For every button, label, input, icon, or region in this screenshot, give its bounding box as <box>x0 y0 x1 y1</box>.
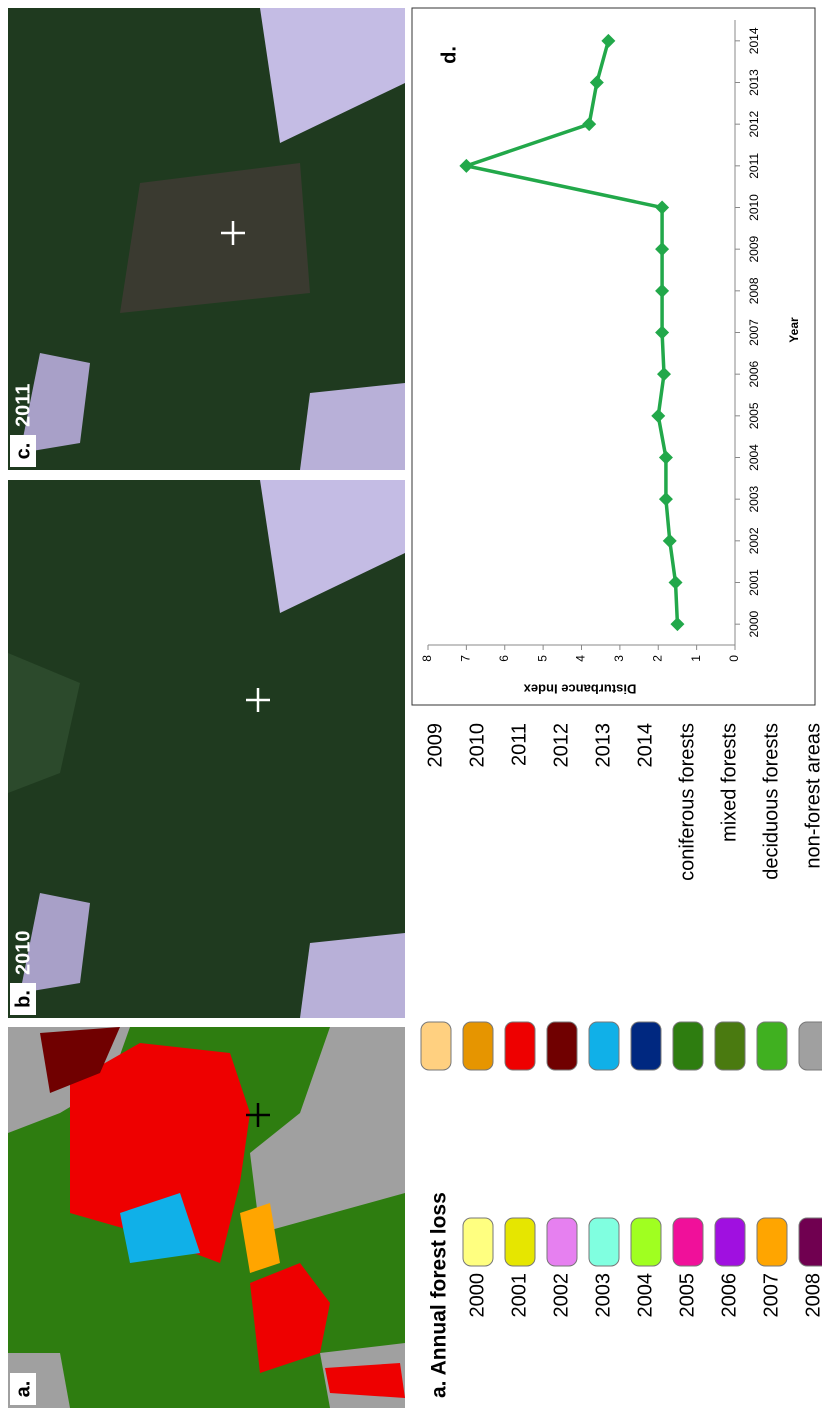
y-tick-label: 1 <box>689 655 703 662</box>
legend-label: 2011 <box>508 723 530 766</box>
x-tick-label: 2012 <box>747 110 761 137</box>
legend-swatch <box>631 1022 661 1070</box>
legend-swatch <box>505 1218 535 1266</box>
legend-swatch <box>799 1218 822 1266</box>
y-tick-label: 3 <box>612 655 626 662</box>
legend-swatch <box>757 1218 787 1266</box>
panel-label: b. <box>12 990 34 1008</box>
legend-swatch <box>463 1218 493 1266</box>
legend-swatch <box>673 1022 703 1070</box>
legend-swatch <box>757 1022 787 1070</box>
y-tick-label: 6 <box>497 655 511 662</box>
figure-body: a. b. 2010 c. 2011 a. Annual forest loss… <box>8 8 822 1408</box>
map-area <box>300 933 405 1018</box>
legend-label: 2000 <box>466 1273 488 1318</box>
legend-swatch <box>547 1218 577 1266</box>
y-tick-label: 4 <box>574 655 588 662</box>
legend-swatch <box>547 1022 577 1070</box>
legend-label: deciduous forests <box>760 723 782 880</box>
legend-swatch <box>715 1218 745 1266</box>
panel-label: a. <box>12 1381 34 1398</box>
x-tick-label: 2001 <box>747 569 761 596</box>
x-tick-label: 2002 <box>747 527 761 554</box>
legend-swatch <box>799 1022 822 1070</box>
legend-label: 2002 <box>550 1273 572 1318</box>
x-tick-label: 2013 <box>747 69 761 96</box>
x-tick-label: 2011 <box>747 153 761 179</box>
y-tick-label: 7 <box>459 655 473 662</box>
figure: a. b. 2010 c. 2011 a. Annual forest loss… <box>0 0 822 1413</box>
legend-label: 2001 <box>508 1273 530 1318</box>
y-tick-label: 5 <box>535 655 549 662</box>
legend-label: 2009 <box>424 723 446 768</box>
x-tick-label: 2010 <box>747 194 761 221</box>
x-tick-label: 2000 <box>747 610 761 637</box>
panel-year: 2010 <box>12 931 34 976</box>
y-axis-label: Disturbance Index <box>523 682 636 697</box>
legend-swatch <box>505 1022 535 1070</box>
legend-swatch <box>463 1022 493 1070</box>
legend-label: coniferous forests <box>676 723 698 881</box>
panel-year: 2011 <box>12 384 34 427</box>
legend-label: non-forest areas <box>802 723 822 869</box>
x-tick-label: 2004 <box>747 444 761 471</box>
map-area <box>300 383 405 470</box>
y-tick-label: 8 <box>420 655 434 662</box>
x-tick-label: 2006 <box>747 360 761 387</box>
legend-label: 2007 <box>760 1273 782 1318</box>
x-tick-label: 2007 <box>747 319 761 346</box>
legend-label: mixed forests <box>718 723 740 842</box>
legend-label: 2004 <box>634 1273 656 1318</box>
legend-label: 2012 <box>550 723 572 768</box>
map-area <box>325 1363 405 1398</box>
legend-swatch <box>421 1022 451 1070</box>
legend-label: 2008 <box>802 1273 822 1318</box>
legend-label: 2005 <box>676 1273 698 1318</box>
x-tick-label: 2014 <box>747 27 761 54</box>
legend-label: 2013 <box>592 723 614 768</box>
legend-title: a. Annual forest loss <box>428 1192 451 1398</box>
y-tick-label: 2 <box>650 655 664 662</box>
map-area <box>120 163 310 313</box>
x-axis-label: Year <box>787 317 801 343</box>
legend-swatch <box>589 1218 619 1266</box>
y-tick-label: 0 <box>727 655 741 662</box>
legend-swatch <box>631 1218 661 1266</box>
x-tick-label: 2005 <box>747 402 761 429</box>
x-tick-label: 2003 <box>747 485 761 512</box>
legend-swatch <box>589 1022 619 1070</box>
legend-label: 2014 <box>634 723 656 768</box>
x-tick-label: 2008 <box>747 277 761 304</box>
legend-label: 2003 <box>592 1273 614 1318</box>
x-tick-label: 2009 <box>747 235 761 262</box>
legend-swatch <box>715 1022 745 1070</box>
legend-label: 2010 <box>466 723 488 768</box>
panel-label: c. <box>12 443 34 460</box>
legend-swatch <box>673 1218 703 1266</box>
chart-title: d. <box>438 46 460 64</box>
legend-label: 2006 <box>718 1273 740 1318</box>
